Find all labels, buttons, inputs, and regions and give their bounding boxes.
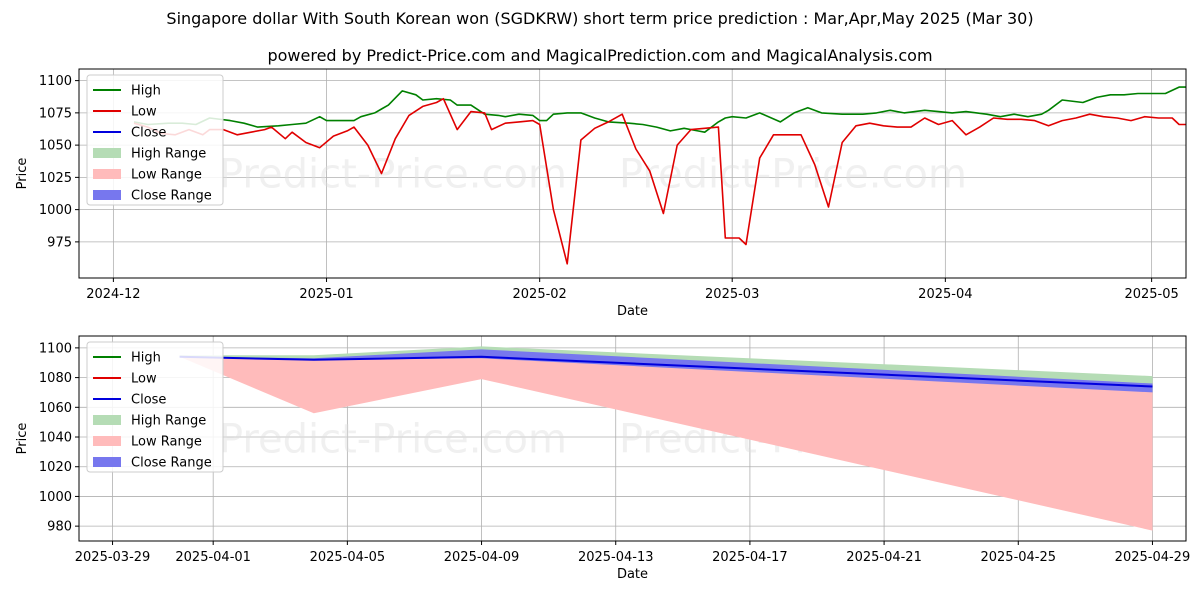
x-tick-label: 2025-04-21 (846, 550, 922, 565)
x-tick-label: 2025-03 (705, 287, 759, 302)
chart-title: Singapore dollar With South Korean won (… (166, 9, 1034, 28)
watermark: Predict-Price.com Predict-Price.com (219, 152, 967, 198)
legend-label: High (131, 351, 161, 366)
legend-label: Close Range (131, 189, 212, 204)
legend-label: Close (131, 393, 166, 408)
y-tick-label: 1000 (39, 203, 72, 218)
y-axis-label: Price (15, 423, 30, 455)
x-axis: 2025-03-29 2025-04-01 2025-04-05 2025-04-09… (75, 541, 1190, 565)
y-tick-label: 1060 (39, 401, 72, 416)
x-tick-label: 2025-04-01 (175, 550, 251, 565)
legend-label: Low (131, 372, 157, 387)
chart-subtitle: powered by Predict-Price.com and Magical… (267, 46, 933, 65)
x-axis: 2024-12 2025-01 2025-02 2025-03 2025-04 2025-… (86, 278, 1179, 302)
legend-label: Low (131, 105, 157, 120)
legend-label: Low Range (131, 168, 202, 183)
x-tick-label: 2025-04-09 (444, 550, 520, 565)
y-tick-label: 1100 (39, 74, 72, 89)
plot-frame (78, 68, 1187, 279)
close-line (179, 355, 1153, 388)
watermark-text: Predict-Price.com (219, 152, 567, 198)
legend-label: Close Range (131, 456, 212, 471)
legend-label: High Range (131, 147, 206, 162)
y-tick-label: 980 (47, 520, 72, 535)
x-tick-label: 2024-12 (86, 287, 140, 302)
legend-swatch (93, 190, 121, 200)
y-tick-label: 1040 (39, 431, 72, 446)
watermark-text: Predict-Price.com (619, 152, 967, 198)
legend-swatch (93, 436, 121, 446)
plot-area (179, 346, 1153, 531)
x-tick-label: 2025-04-25 (980, 550, 1056, 565)
y-tick-label: 1020 (39, 460, 72, 475)
x-tick-label: 2025-04-05 (310, 550, 386, 565)
x-tick-label: 2025-01 (299, 287, 353, 302)
watermark-text: Predict-Price.com (219, 417, 567, 463)
x-tick-label: 2025-04-29 (1115, 550, 1191, 565)
plot-area (133, 86, 1186, 265)
x-tick-label: 2025-03-29 (75, 550, 151, 565)
y-axis-label: Price (15, 158, 30, 190)
y-tick-label: 1000 (39, 490, 72, 505)
x-tick-label: 2025-05 (1124, 287, 1178, 302)
legend-label: High Range (131, 414, 206, 429)
legend-swatch (93, 148, 121, 158)
legend: High Low Close High Range Low Range Close Ran… (86, 74, 224, 206)
legend-swatch (93, 415, 121, 425)
x-tick-label: 2025-04 (918, 287, 972, 302)
legend-label: Low Range (131, 435, 202, 450)
legend-label: Close (131, 126, 166, 141)
x-tick-label: 2025-02 (513, 287, 567, 302)
y-axis: 975 1000 1025 1050 1075 1100 (39, 74, 79, 250)
legend-swatch (93, 169, 121, 179)
y-axis: 980 1000 1020 1040 1060 1080 1100 (39, 341, 79, 535)
low-line (133, 97, 1186, 265)
legend-swatch (93, 457, 121, 467)
legend: High Low Close High Range Low Range Close Ran… (86, 341, 224, 473)
x-axis-label: Date (617, 304, 648, 319)
x-tick-label: 2025-04-13 (578, 550, 654, 565)
high-line (133, 86, 1186, 133)
y-tick-label: 1100 (39, 341, 72, 356)
x-axis-label: Date (617, 567, 648, 582)
y-tick-label: 1075 (39, 106, 72, 121)
y-tick-label: 1080 (39, 371, 72, 386)
x-tick-label: 2025-04-17 (712, 550, 788, 565)
plot-frame (78, 335, 1187, 542)
y-tick-label: 1050 (39, 139, 72, 154)
y-tick-label: 975 (47, 235, 72, 250)
legend-label: High (131, 84, 161, 99)
y-tick-label: 1025 (39, 171, 72, 186)
grid (79, 69, 1186, 278)
low-range-band (179, 356, 1153, 531)
